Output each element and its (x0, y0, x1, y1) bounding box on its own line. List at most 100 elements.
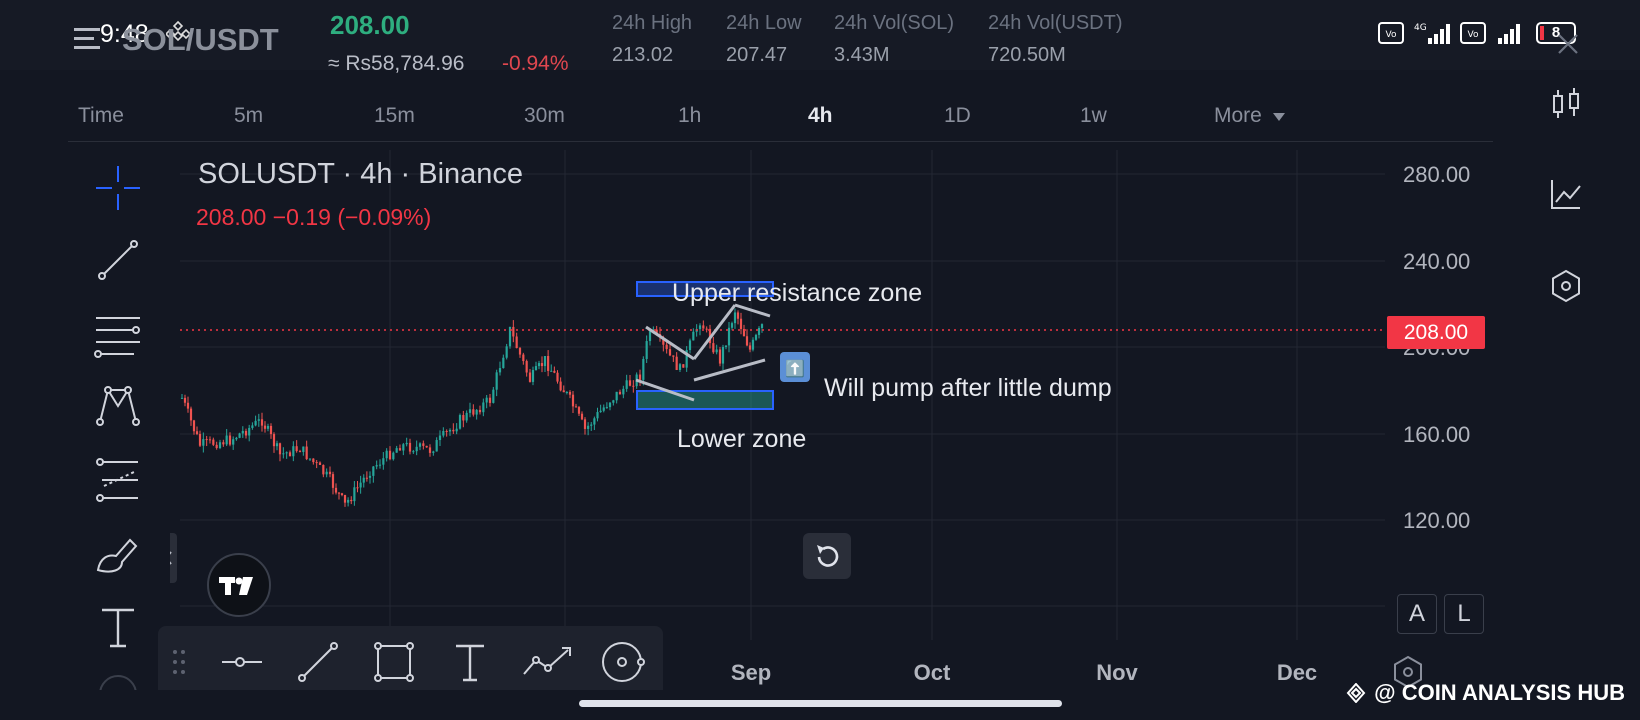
candle-body (495, 372, 498, 390)
candlestick-type-icon[interactable] (1548, 86, 1584, 122)
settings-hexagon-icon[interactable] (1390, 654, 1426, 690)
tab-30m[interactable]: 30m (524, 104, 565, 127)
pattern-icon[interactable] (94, 382, 142, 430)
trendline-1[interactable] (645, 325, 695, 361)
rectangle-tool-icon[interactable] (372, 640, 416, 684)
candle-body (478, 409, 482, 413)
path-tool-icon[interactable] (520, 640, 574, 684)
templates-hexagon-icon[interactable] (1548, 268, 1584, 304)
indicators-icon[interactable] (1548, 176, 1584, 212)
circle-tool-icon[interactable] (600, 640, 650, 684)
candle-body (718, 349, 722, 364)
tab-15m[interactable]: 15m (374, 104, 415, 127)
chart-symbol-title: SOLUSDT · 4h · Binance (198, 158, 524, 190)
trendline-2[interactable] (692, 304, 737, 360)
battery-level: 8 (1551, 24, 1561, 41)
candle-body (308, 458, 312, 460)
forecast-icon[interactable] (94, 456, 142, 504)
status-time: 9:48 (100, 20, 149, 48)
trendline-5[interactable] (693, 358, 766, 382)
close-icon[interactable] (1556, 32, 1580, 56)
tradingview-logo[interactable] (207, 553, 271, 617)
candle-body (760, 324, 764, 329)
candle-body (543, 356, 547, 367)
upper-resistance-box[interactable] (636, 281, 774, 297)
reset-chart-button[interactable] (803, 533, 851, 579)
tab-1w[interactable]: 1w (1080, 104, 1107, 127)
brush-icon[interactable] (94, 530, 142, 578)
candle-body (512, 326, 515, 337)
candle-body (465, 412, 468, 421)
candle-body (577, 407, 581, 414)
candle-body (359, 482, 362, 488)
candle-body (195, 431, 199, 434)
chart-quote-line: 208.00 −0.19 (−0.09%) (196, 204, 432, 230)
tab-5m[interactable]: 5m (234, 104, 264, 127)
drag-handle-icon[interactable] (170, 648, 190, 676)
candle-body (305, 446, 308, 460)
trendline-3[interactable] (734, 303, 771, 318)
candle-body (422, 443, 425, 446)
candle-body (448, 429, 452, 432)
line-tool-icon[interactable] (296, 640, 340, 684)
top-header: 9:48 SOL/USDT 208.00 ≈ Rs58,784.96 -0.94… (0, 0, 1640, 75)
current-price-tag: 208.00 (1387, 316, 1485, 349)
candle-body (482, 402, 485, 413)
candle-body (282, 453, 285, 455)
tab-4h[interactable]: 4h (808, 104, 833, 127)
candle-body (218, 442, 222, 449)
annotation-upper-zone[interactable]: Upper resistance zone (672, 279, 923, 307)
candle-body (398, 448, 402, 451)
arrow-up-emoji: ⬆️ (780, 352, 810, 382)
tab-time[interactable]: Time (78, 104, 124, 127)
trendline-4[interactable] (635, 378, 695, 402)
candle-body (263, 425, 267, 429)
trend-line-icon[interactable] (94, 236, 142, 284)
candle-body (556, 372, 559, 382)
candle-body (192, 420, 196, 432)
stat-value-low: 207.47 (726, 44, 788, 66)
pair-title[interactable]: SOL/USDT (122, 22, 279, 57)
text-tool-icon[interactable] (94, 604, 142, 652)
candle-body (353, 487, 356, 502)
annotation-lower-zone[interactable]: Lower zone (677, 425, 807, 453)
stat-label-high: 24h High (612, 12, 693, 34)
candle-body (415, 446, 418, 452)
candle-body (405, 442, 408, 445)
candle-body (638, 374, 642, 380)
tab-1h[interactable]: 1h (678, 104, 702, 127)
lower-zone-box[interactable] (636, 390, 774, 410)
candle-body (388, 450, 392, 460)
candle-body (382, 458, 385, 465)
candle-body (587, 425, 590, 429)
candle-body (183, 397, 187, 403)
x-tick-label: Nov (1096, 660, 1138, 685)
candle-body (248, 427, 251, 436)
auto-scale-button[interactable]: A (1397, 594, 1437, 634)
candle-body (312, 458, 315, 463)
horizontal-ray-icon[interactable] (220, 642, 264, 682)
candle-body (547, 356, 550, 371)
candle-body (505, 346, 508, 358)
watermark: @ COIN ANALYSIS HUB (1344, 680, 1625, 706)
fib-retracement-icon[interactable] (94, 310, 142, 358)
candle-body (328, 471, 332, 475)
volte-icon-2: Vo (1460, 22, 1486, 44)
x-tick-label: Sep (731, 660, 771, 685)
tab-1d[interactable]: 1D (944, 104, 971, 127)
log-scale-button[interactable]: L (1444, 594, 1484, 634)
text-annotation-icon[interactable] (448, 640, 492, 684)
candle-body (228, 435, 232, 445)
candle-body (492, 389, 495, 403)
candle-body (378, 464, 382, 466)
crosshair-icon[interactable] (94, 164, 142, 212)
candle-body (757, 328, 761, 335)
candle-body (528, 372, 532, 382)
fiat-price: ≈ Rs58,784.96 (328, 52, 465, 75)
home-indicator[interactable] (579, 700, 1062, 707)
annotation-note[interactable]: Will pump after little dump (824, 374, 1112, 402)
menu-icon[interactable] (74, 24, 104, 54)
tab-more[interactable]: More (1214, 104, 1286, 128)
candle-body (748, 345, 752, 350)
